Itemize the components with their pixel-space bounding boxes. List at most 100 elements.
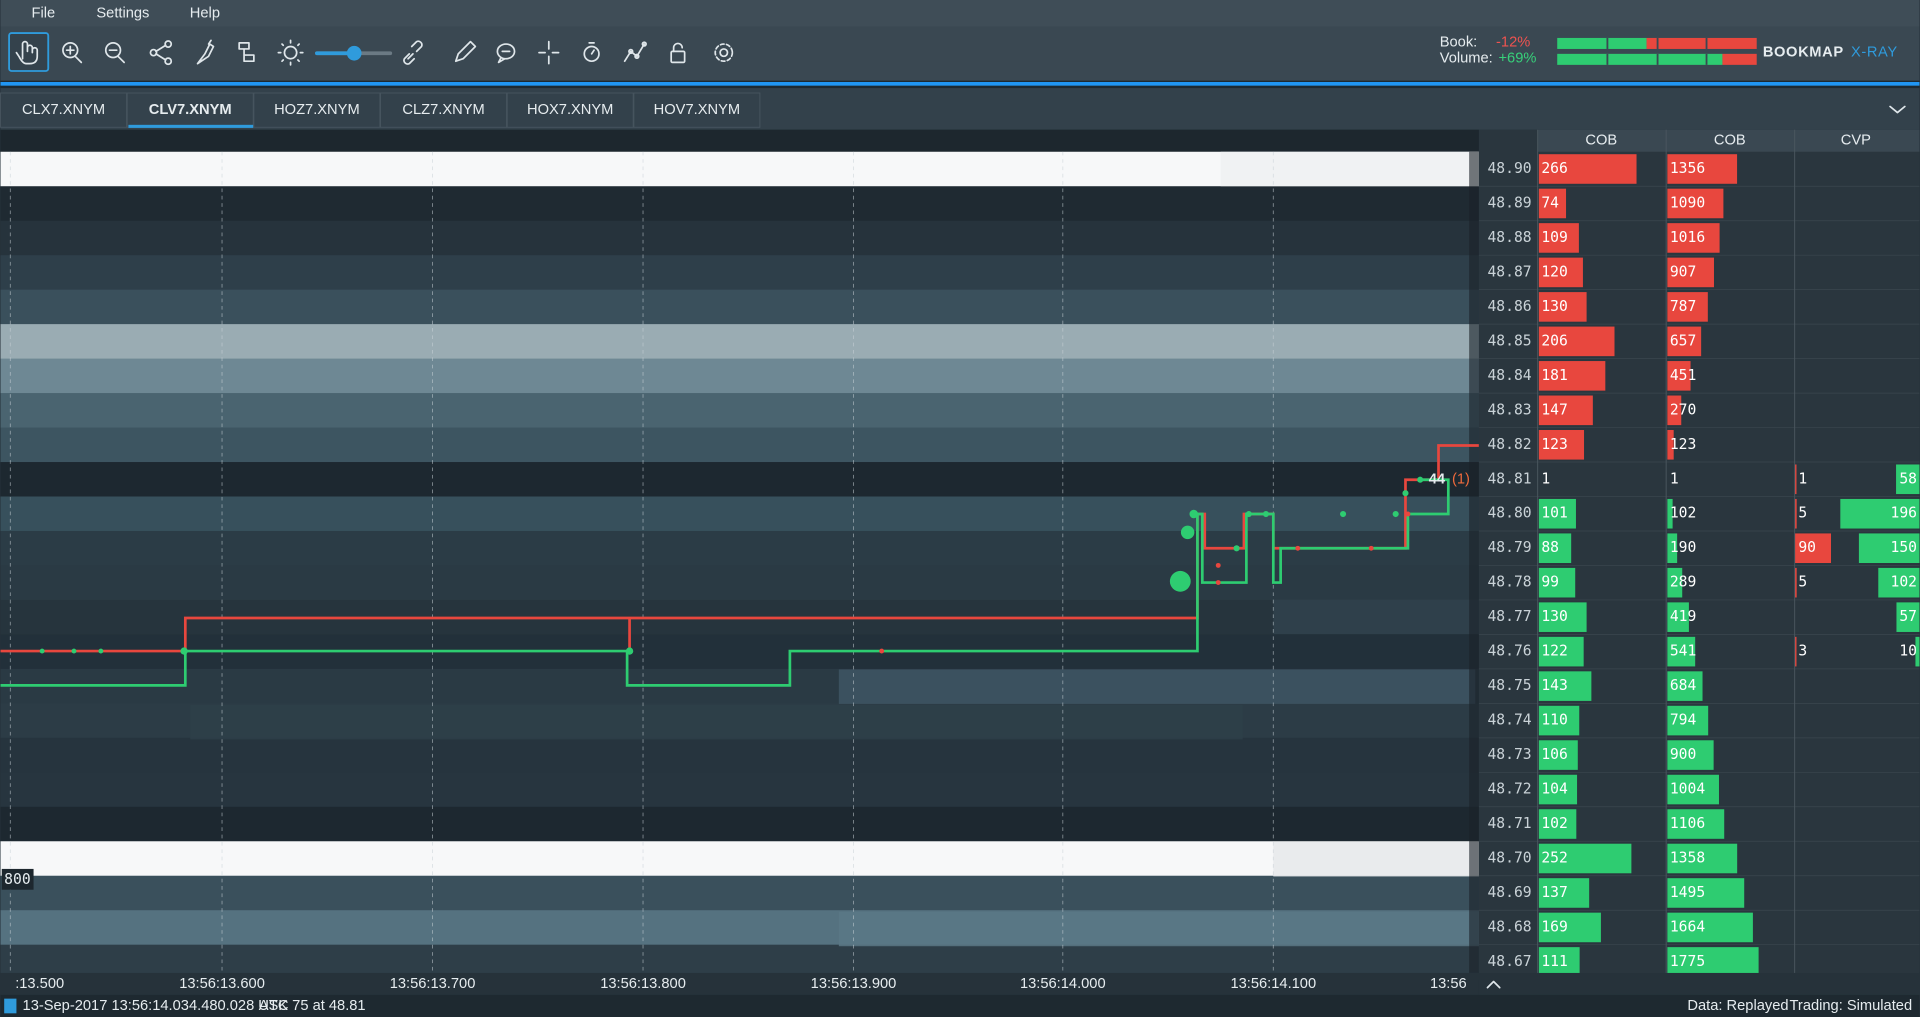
tab[interactable] <box>126 92 254 128</box>
tab-label[interactable]: CLX7.XNYM <box>22 102 105 118</box>
cob-bar <box>1667 740 1714 770</box>
cob-bar <box>1538 430 1585 460</box>
cob-value: 1016 <box>1670 229 1705 246</box>
collapse[interactable] <box>1486 980 1501 989</box>
zoom-in[interactable] <box>62 41 79 59</box>
tabs: CLX7.XNYM CLV7.XNYM HOZ7.XNYM CLZ7.XNYM HOX7… <box>0 92 761 128</box>
cvp-buy-bar <box>1896 464 1920 495</box>
chart-top-strip <box>0 129 1479 152</box>
cvp-buy-bar <box>1915 636 1920 667</box>
cob-bar <box>1538 947 1580 977</box>
panel-footer <box>1478 972 1920 995</box>
cob-value: 123 <box>1670 436 1697 453</box>
price: 48.70 <box>1487 849 1531 866</box>
cvp-sell: 3 <box>1798 643 1807 660</box>
cob-value: 88 <box>1541 539 1559 556</box>
price: 48.79 <box>1487 539 1531 556</box>
cob-bar <box>1667 843 1738 874</box>
lock[interactable] <box>670 50 686 64</box>
price: 48.78 <box>1487 574 1531 591</box>
heatmap-row <box>0 358 1479 394</box>
heatmap-cell <box>1220 151 1479 187</box>
tab-label[interactable]: CLZ7.XNYM <box>402 102 484 118</box>
ask-line <box>0 444 1479 653</box>
layers[interactable] <box>238 41 255 63</box>
cob-bar <box>1667 567 1683 598</box>
cob-value: 657 <box>1670 332 1697 349</box>
chat[interactable] <box>496 43 516 60</box>
pan-tool[interactable] <box>15 40 39 65</box>
status-timestamp: 13-Sep-2017 13:56:14.034.480.028 UTC <box>23 998 289 1014</box>
tab-label[interactable]: HOX7.XNYM <box>527 102 613 118</box>
cob-bar <box>1538 223 1579 253</box>
cob-value: 130 <box>1541 608 1568 625</box>
chart-tool[interactable] <box>623 43 646 63</box>
cob-value: 541 <box>1670 643 1697 660</box>
brightness[interactable] <box>283 45 298 60</box>
heatmap-cell <box>838 669 1476 704</box>
trade-dots <box>39 476 1424 655</box>
cvp-buy: 57 <box>1899 608 1917 625</box>
cob-bar <box>1667 947 1759 977</box>
price: 48.82 <box>1487 436 1531 453</box>
trade-size: 44 <box>1429 472 1446 488</box>
cvp-sell: 5 <box>1798 574 1807 591</box>
cob-value: 1356 <box>1670 160 1705 177</box>
heatmap-row <box>0 186 1479 222</box>
price: 48.69 <box>1487 884 1531 901</box>
price: 48.73 <box>1487 746 1531 763</box>
cob-value: 102 <box>1670 505 1697 522</box>
heatmap-row <box>0 875 1479 911</box>
cob-bar <box>1667 292 1708 322</box>
tab[interactable] <box>253 92 381 128</box>
cob-bar <box>1667 878 1745 908</box>
tab-label[interactable]: CLV7.XNYM <box>149 102 232 118</box>
timer[interactable] <box>583 45 600 63</box>
share[interactable] <box>149 48 158 57</box>
cob-bar <box>1667 326 1702 357</box>
cob-value: 190 <box>1670 539 1697 556</box>
cob-value: 684 <box>1670 677 1697 694</box>
heatmap-shadow <box>1469 151 1479 973</box>
crosshair[interactable] <box>538 40 560 65</box>
zoom-out[interactable] <box>104 41 122 59</box>
tab-label[interactable]: HOZ7.XNYM <box>274 102 360 118</box>
volume-marker: 800 <box>4 871 30 888</box>
link[interactable] <box>403 40 423 65</box>
heatmap-cell <box>1273 599 1479 635</box>
menu-item[interactable]: Help <box>190 5 220 21</box>
menu-item[interactable]: Settings <box>96 5 149 21</box>
time-axis <box>0 972 1479 995</box>
heatmap-cell <box>190 704 1243 740</box>
status-data-mode: Data: Replayed <box>1687 998 1788 1014</box>
tab[interactable] <box>506 92 634 128</box>
price: 48.80 <box>1487 505 1531 522</box>
tab[interactable] <box>0 92 128 128</box>
cob-bar <box>1538 188 1567 219</box>
cob-value: 130 <box>1541 298 1568 315</box>
cvp-sell-bar <box>1794 567 1797 598</box>
tool-selected[interactable] <box>8 32 50 72</box>
indicator-tool[interactable] <box>196 39 215 65</box>
cob-value: 451 <box>1670 367 1697 384</box>
cvp-sell-bar <box>1794 498 1797 529</box>
heatmap-cell <box>1273 841 1479 877</box>
price: 48.77 <box>1487 608 1531 625</box>
tab-menu[interactable] <box>1889 105 1906 114</box>
price: 48.84 <box>1487 367 1531 384</box>
cob-bar <box>1538 912 1601 943</box>
tab[interactable] <box>380 92 508 128</box>
book-gauge <box>1557 37 1757 65</box>
heatmap-row <box>0 772 1479 808</box>
cob-bar <box>1667 430 1674 460</box>
cvp-sell: 1 <box>1798 470 1807 487</box>
menu-item[interactable]: File <box>32 5 56 21</box>
slider-thumb[interactable] <box>346 45 362 61</box>
draw[interactable] <box>454 40 477 63</box>
price: 48.71 <box>1487 815 1531 832</box>
settings[interactable] <box>719 48 729 58</box>
tab-label[interactable]: HOV7.XNYM <box>654 102 740 118</box>
tab[interactable] <box>633 92 761 128</box>
cvp-buy: 150 <box>1891 539 1918 556</box>
